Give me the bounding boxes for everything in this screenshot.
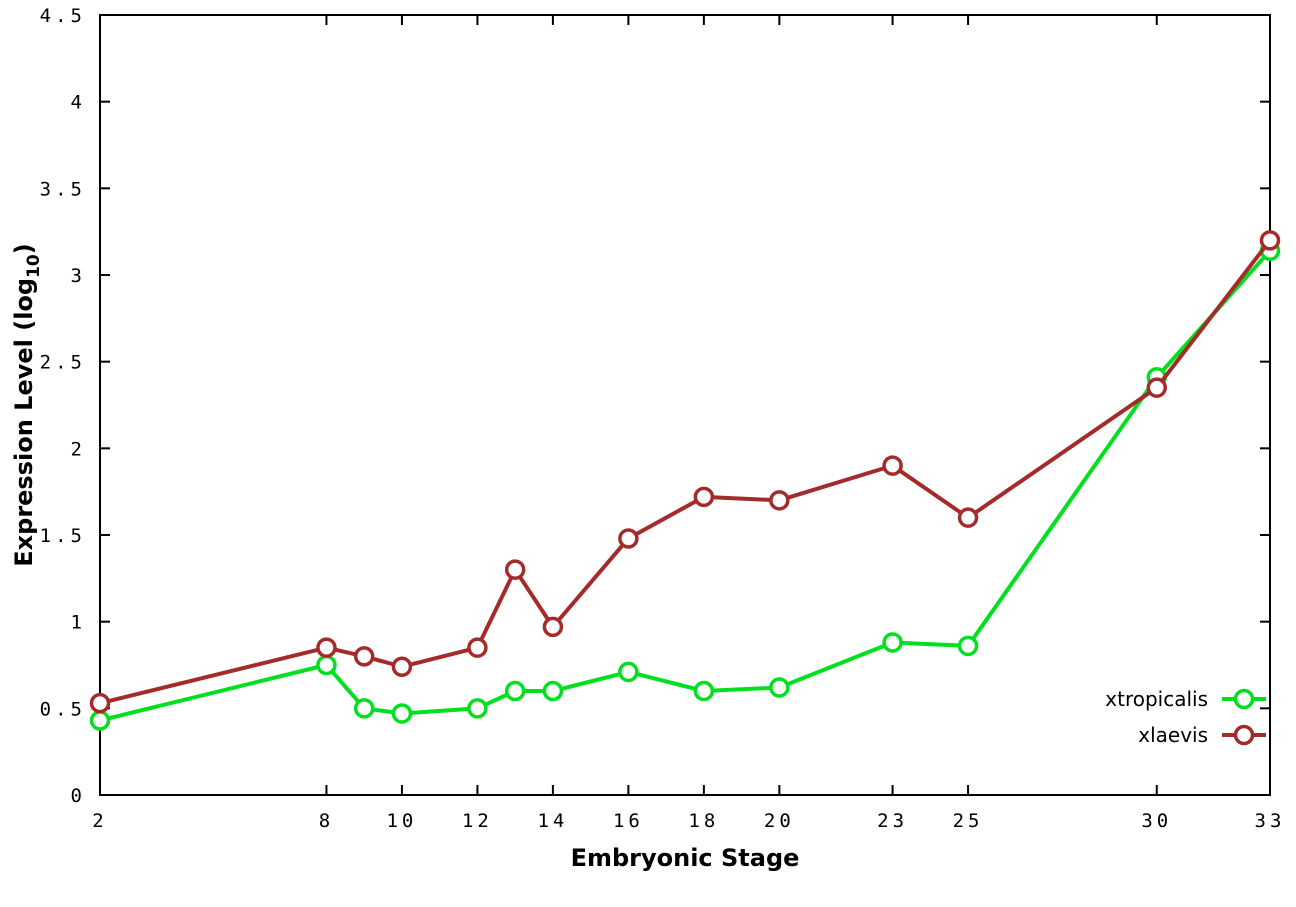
data-point-marker-xlaevis [316,637,337,658]
y-tick-label: 2 [71,438,86,460]
data-point-marker-xtropicalis [769,677,790,698]
data-point-marker-xtropicalis [467,698,488,719]
data-point-marker-xlaevis [769,490,790,511]
y-tick-label: 3 [71,265,86,287]
x-tick-label: 10 [386,810,417,832]
y-tick-label: 1 [71,612,86,634]
data-point-marker-xlaevis [957,507,979,528]
data-point-marker-xtropicalis [693,680,715,702]
data-point-marker-xlaevis [391,656,413,677]
x-tick-label: 2 [92,810,107,832]
y-tick-label: 2.5 [40,352,86,374]
data-point-marker-xtropicalis [391,703,413,724]
x-axis-title: Embryonic Stage [571,844,800,872]
data-point-marker-xtropicalis [353,698,375,719]
y-tick-label: 4.5 [40,5,86,27]
legend-marker-xlaevis [1233,724,1255,746]
y-tick-label: 0.5 [40,698,86,720]
data-point-marker-xlaevis [504,559,526,580]
data-point-marker-xtropicalis [89,710,111,731]
data-point-marker-xtropicalis [618,661,639,683]
data-point-marker-xlaevis [1146,377,1168,398]
data-point-marker-xtropicalis [542,680,564,702]
data-point-marker-xtropicalis [504,680,526,702]
series-xlaevis [89,230,1281,714]
plot-border [99,14,1271,796]
x-tick-label: 23 [877,810,908,832]
data-point-marker-xtropicalis [882,632,903,653]
x-tick-label: 30 [1141,810,1172,832]
x-axis: 2 8 10 12 14 16 18 20 23 25 30 33 [92,15,1286,832]
y-tick-label: 1.5 [40,525,86,547]
data-point-marker-xlaevis [618,528,639,549]
data-point-marker-xtropicalis [957,635,979,657]
data-point-marker-xlaevis [89,692,111,714]
y-tick-label: 3.5 [40,178,86,200]
data-point-marker-xlaevis [542,616,564,638]
y-axis-title-post: ) [10,243,38,254]
data-point-marker-xlaevis [353,646,375,667]
x-tick-label: 33 [1255,810,1286,832]
legend: xtropicalis xlaevis [1105,687,1266,747]
legend-label-xlaevis: xlaevis [1138,723,1208,747]
series-xtropicalis [89,240,1281,731]
x-tick-label: 14 [537,810,568,832]
data-point-marker-xlaevis [693,486,715,508]
x-tick-label: 18 [688,810,719,832]
data-point-marker-xlaevis [467,637,488,658]
y-axis-title-subscript: 10 [24,254,44,278]
legend-label-xtropicalis: xtropicalis [1105,687,1208,711]
data-point-marker-xtropicalis [316,654,337,676]
y-tick-label: 4 [71,92,86,114]
x-tick-label: 20 [764,810,795,832]
y-axis: 0 0.5 1 1.5 2 2.5 3 3.5 4 4.5 [40,5,1270,807]
y-axis-title-pre: Expression Level (log [10,278,38,567]
data-point-marker-xlaevis [882,455,903,476]
y-tick-label: 0 [71,785,86,807]
x-tick-label: 25 [953,810,984,832]
x-tick-label: 16 [613,810,644,832]
x-tick-label: 12 [462,810,493,832]
data-point-marker-xlaevis [1259,230,1281,251]
y-axis-title: Expression Level (log10) [10,243,44,566]
legend-marker-xtropicalis [1233,688,1255,710]
x-tick-label: 8 [319,810,334,832]
